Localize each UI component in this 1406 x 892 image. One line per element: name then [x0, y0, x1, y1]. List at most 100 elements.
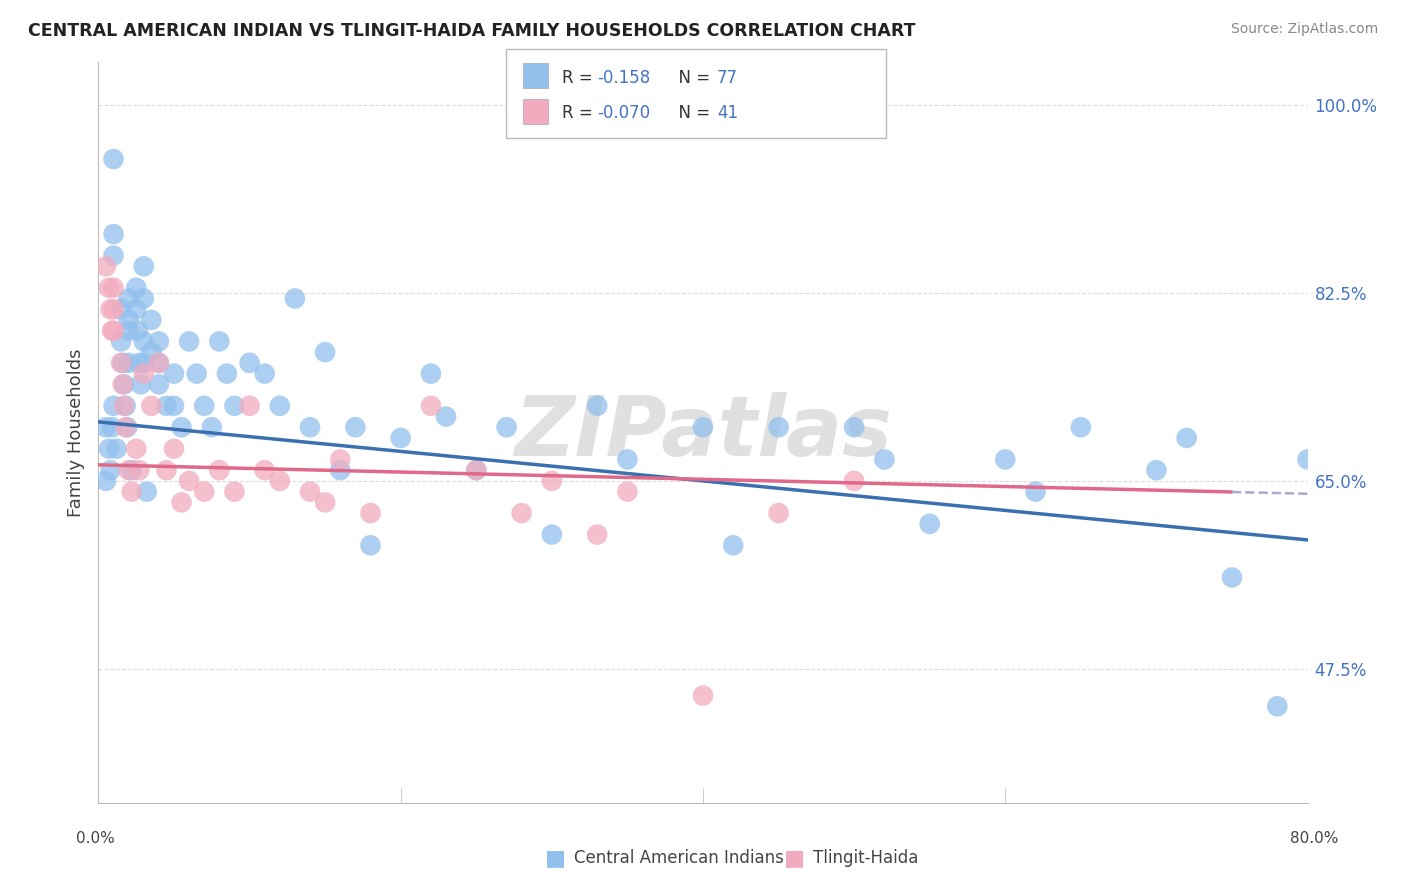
Point [586, 399, 609, 413]
Point [125, 442, 148, 456]
Point [269, 474, 291, 488]
Point [465, 463, 488, 477]
Point [420, 399, 443, 413]
Point [329, 452, 352, 467]
Point [155, 399, 177, 413]
Point [98, 281, 121, 295]
Point [1175, 431, 1198, 445]
Point [110, 302, 132, 317]
Point [118, 356, 141, 370]
Text: 41: 41 [717, 104, 738, 122]
Point [284, 292, 307, 306]
Point [193, 484, 215, 499]
Point [148, 377, 170, 392]
Point [420, 367, 443, 381]
Text: 77: 77 [717, 69, 738, 87]
Point [132, 260, 155, 274]
Point [111, 377, 134, 392]
Point [135, 484, 157, 499]
Point [269, 399, 291, 413]
Point [141, 313, 163, 327]
Point [129, 377, 152, 392]
Point [103, 281, 125, 295]
Point [208, 463, 231, 477]
Point [239, 356, 262, 370]
Point [163, 367, 186, 381]
Y-axis label: Family Households: Family Households [66, 349, 84, 516]
Point [540, 474, 562, 488]
Text: N =: N = [668, 104, 716, 122]
Point [105, 442, 128, 456]
Point [768, 506, 790, 520]
Point [186, 367, 208, 381]
Point [768, 420, 790, 434]
Text: ZIPatlas: ZIPatlas [515, 392, 891, 473]
Point [112, 377, 135, 392]
Text: R =: R = [562, 69, 599, 87]
Point [314, 345, 336, 359]
Text: -0.158: -0.158 [598, 69, 651, 87]
Point [918, 516, 941, 531]
Point [132, 292, 155, 306]
Point [125, 302, 148, 317]
Point [692, 420, 714, 434]
Point [141, 399, 163, 413]
Point [179, 334, 201, 349]
Point [1267, 699, 1289, 714]
Text: CENTRAL AMERICAN INDIAN VS TLINGIT-HAIDA FAMILY HOUSEHOLDS CORRELATION CHART: CENTRAL AMERICAN INDIAN VS TLINGIT-HAIDA… [28, 22, 915, 40]
Point [1144, 463, 1167, 477]
Point [118, 313, 141, 327]
Point [163, 399, 186, 413]
Text: R =: R = [562, 104, 599, 122]
Point [114, 420, 136, 434]
Point [253, 367, 276, 381]
Point [121, 484, 143, 499]
Point [94, 260, 117, 274]
Point [111, 356, 134, 370]
Text: N =: N = [668, 69, 716, 87]
Point [148, 334, 170, 349]
Point [692, 689, 714, 703]
Point [128, 463, 150, 477]
Text: ■: ■ [785, 848, 804, 868]
Point [314, 495, 336, 509]
Point [100, 463, 122, 477]
Point [101, 420, 124, 434]
Point [844, 420, 866, 434]
Point [1296, 452, 1319, 467]
Point [616, 484, 638, 499]
Point [224, 484, 246, 499]
Point [1070, 420, 1092, 434]
Text: -0.070: -0.070 [598, 104, 651, 122]
Point [103, 249, 125, 263]
Point [299, 420, 322, 434]
Point [844, 474, 866, 488]
Point [465, 463, 488, 477]
Point [100, 302, 122, 317]
Point [389, 431, 412, 445]
Point [101, 324, 124, 338]
Point [118, 324, 141, 338]
Point [115, 420, 138, 434]
Point [103, 399, 125, 413]
Point [155, 463, 177, 477]
Point [1220, 570, 1243, 584]
Point [224, 399, 246, 413]
Point [873, 452, 896, 467]
Point [132, 356, 155, 370]
Point [170, 420, 193, 434]
Point [208, 334, 231, 349]
Point [344, 420, 367, 434]
Point [179, 474, 201, 488]
Point [103, 324, 125, 338]
Point [586, 527, 609, 541]
Point [329, 463, 352, 477]
Point [253, 463, 276, 477]
Text: Tlingit-Haida: Tlingit-Haida [813, 849, 918, 867]
Point [94, 474, 117, 488]
Point [132, 367, 155, 381]
Point [103, 227, 125, 241]
Point [121, 463, 143, 477]
Text: 80.0%: 80.0% [1291, 831, 1339, 847]
Point [163, 442, 186, 456]
